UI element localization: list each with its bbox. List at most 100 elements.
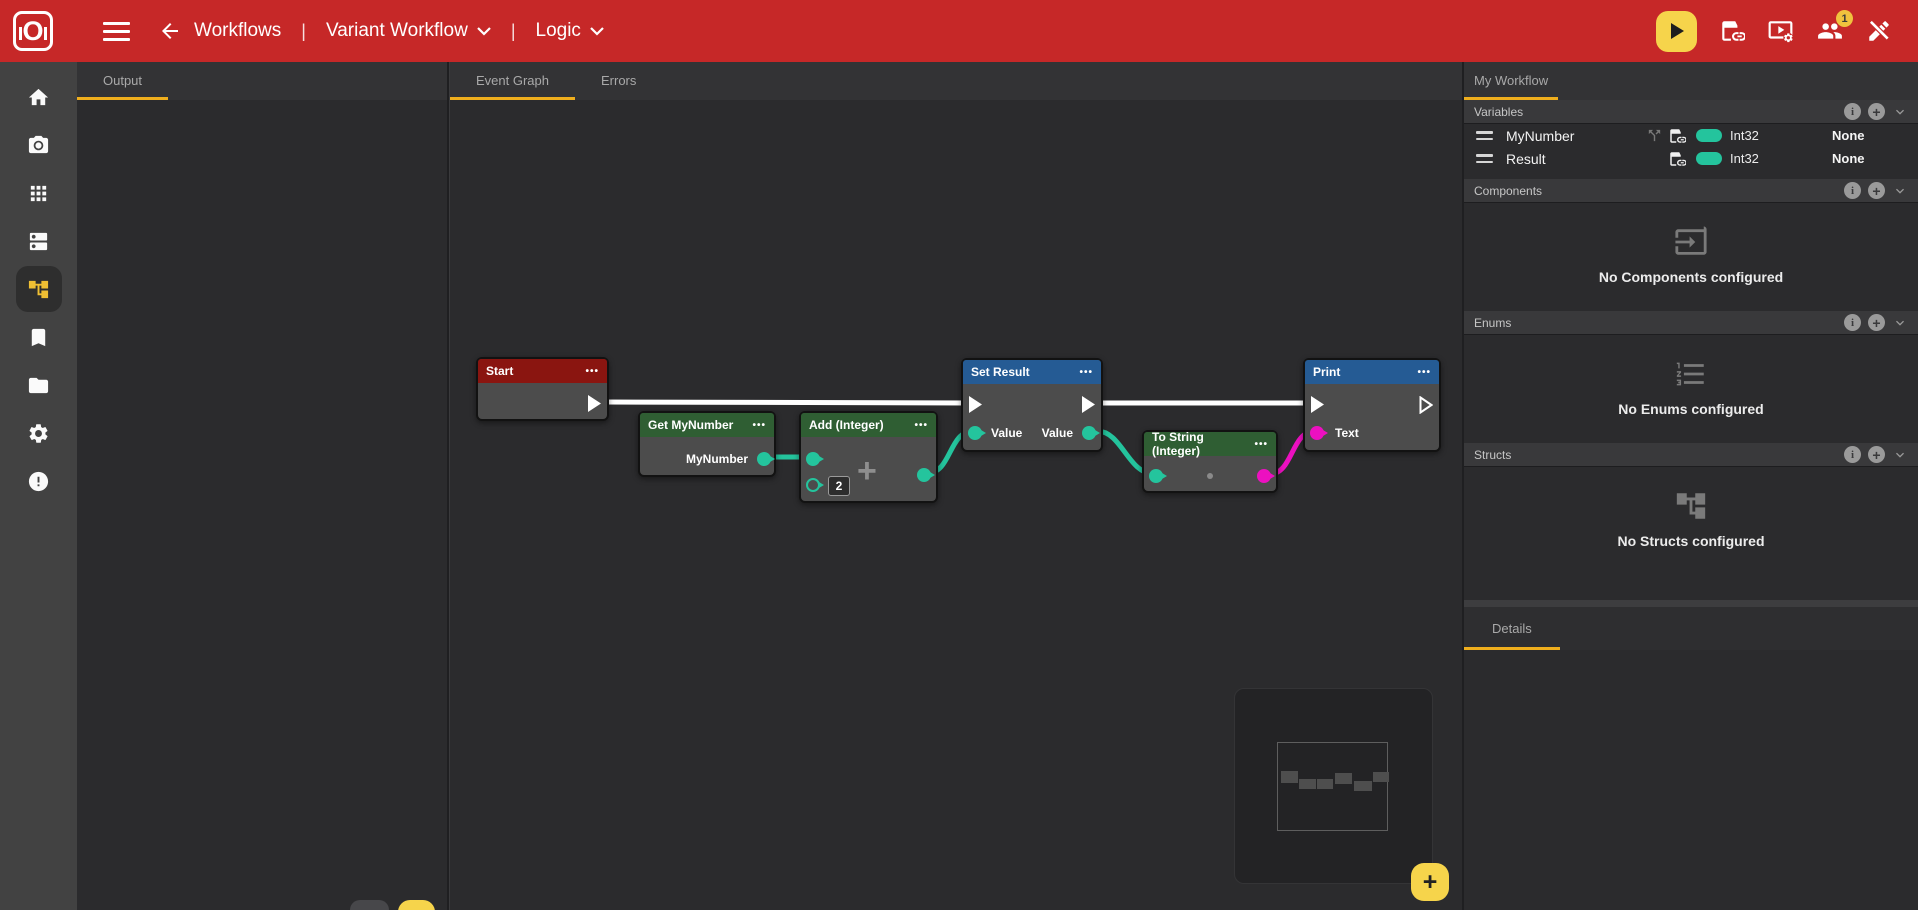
exec-out-pin[interactable] <box>588 395 601 412</box>
structs-add-button[interactable]: + <box>1868 446 1885 463</box>
components-collapse-chevron-icon[interactable] <box>1892 183 1908 199</box>
sidebar-item-home[interactable] <box>16 74 62 120</box>
node-menu-icon[interactable]: ••• <box>1079 366 1093 378</box>
variable-default-value[interactable]: None <box>1832 128 1865 143</box>
scroll-to-bottom-button[interactable] <box>350 900 389 910</box>
node-graph-area[interactable]: Start ••• Get MyNumber ••• MyNumber Add … <box>450 100 1462 910</box>
enums-info-button[interactable]: i <box>1844 314 1861 331</box>
menu-icon[interactable] <box>103 21 130 41</box>
output-port-string[interactable] <box>1257 469 1275 483</box>
bookmark-icon <box>31 328 46 346</box>
structs-label: Structs <box>1474 447 1512 462</box>
variables-collapse-chevron-icon[interactable] <box>1892 104 1908 120</box>
components-info-button[interactable]: i <box>1844 182 1861 199</box>
struct-tree-icon <box>1676 493 1706 519</box>
node-set-result[interactable]: Set Result ••• Value Value <box>961 358 1103 452</box>
breadcrumb-separator-2: | <box>510 20 516 41</box>
node-print[interactable]: Print ••• Text <box>1303 358 1441 452</box>
run-workflow-button[interactable] <box>1656 10 1697 52</box>
variables-add-button[interactable]: + <box>1868 103 1885 120</box>
call-split-icon[interactable] <box>1646 127 1668 144</box>
node-to-string-integer[interactable]: To String (Integer) ••• <box>1142 430 1278 493</box>
graph-name-dropdown[interactable]: Logic <box>536 20 604 42</box>
node-menu-icon[interactable]: ••• <box>1417 366 1431 378</box>
sidebar-item-dns[interactable] <box>16 218 62 264</box>
node-menu-icon[interactable]: ••• <box>585 365 599 377</box>
sidebar-item-files[interactable] <box>16 362 62 408</box>
input-icon <box>1675 226 1707 255</box>
input-port-a[interactable] <box>806 452 824 466</box>
minimap-node <box>1335 773 1352 784</box>
input-port-value[interactable] <box>968 426 986 440</box>
enums-add-button[interactable]: + <box>1868 314 1885 331</box>
node-menu-icon[interactable]: ••• <box>914 419 928 431</box>
input-port-b[interactable] <box>806 478 824 492</box>
variable-default-value[interactable]: None <box>1832 151 1865 166</box>
sidebar-item-workflows[interactable] <box>15 266 62 312</box>
exec-wire-start-to-set <box>604 399 970 406</box>
sidebar-item-apps[interactable] <box>16 170 62 216</box>
components-add-button[interactable]: + <box>1868 182 1885 199</box>
app-logo[interactable]: O <box>13 11 53 51</box>
node-title: Start <box>486 364 514 378</box>
variable-row-mynumber[interactable]: MyNumber Int32 None <box>1464 124 1918 147</box>
minimap[interactable] <box>1234 688 1433 884</box>
exec-out-pin-unconnected[interactable] <box>1419 396 1433 414</box>
edit-off-button[interactable] <box>1866 18 1892 44</box>
exec-in-pin[interactable] <box>1311 396 1324 413</box>
tab-errors[interactable]: Errors <box>601 73 637 88</box>
tab-my-workflow[interactable]: My Workflow <box>1464 62 1559 100</box>
input-port-int[interactable] <box>1149 469 1167 483</box>
sidebar-item-camera[interactable] <box>16 122 62 168</box>
output-panel-tabbar: Output <box>77 62 447 100</box>
node-menu-icon[interactable]: ••• <box>1254 438 1268 450</box>
add-node-button[interactable]: + <box>1411 863 1449 901</box>
right-panel-sections: Variables i + MyNumber <box>1464 100 1918 600</box>
input-port-text[interactable] <box>1310 426 1328 440</box>
minimap-node <box>1373 772 1389 782</box>
home-icon <box>28 88 49 105</box>
save-link-button[interactable] <box>1719 18 1745 44</box>
sidebar-item-errors[interactable] <box>16 458 62 504</box>
variable-name: MyNumber <box>1506 127 1575 144</box>
back-arrow-icon[interactable] <box>158 19 182 43</box>
tab-details[interactable]: Details <box>1464 607 1560 650</box>
input-b-value-field[interactable]: 2 <box>828 476 850 496</box>
components-empty-state: No Components configured <box>1464 203 1918 311</box>
node-title: To String (Integer) <box>1152 430 1204 458</box>
exec-in-pin[interactable] <box>969 396 982 413</box>
workflow-name-dropdown[interactable]: Variant Workflow <box>326 20 491 42</box>
structs-collapse-chevron-icon[interactable] <box>1892 447 1908 463</box>
exec-out-pin[interactable] <box>1082 396 1095 413</box>
node-start[interactable]: Start ••• <box>476 357 609 421</box>
logo-letter: O <box>22 15 44 46</box>
sidebar-item-settings[interactable] <box>16 410 62 456</box>
drag-handle-icon[interactable] <box>1476 154 1506 163</box>
structs-info-button[interactable]: i <box>1844 446 1861 463</box>
node-menu-icon[interactable]: ••• <box>752 419 766 431</box>
save-link-small-icon[interactable] <box>1668 150 1696 168</box>
breadcrumb-workflows[interactable]: Workflows <box>194 20 282 41</box>
variable-row-result[interactable]: Result Int32 None <box>1464 147 1918 170</box>
enums-collapse-chevron-icon[interactable] <box>1892 315 1908 331</box>
sidebar-item-bookmarks[interactable] <box>16 314 62 360</box>
save-link-small-icon[interactable] <box>1668 127 1696 145</box>
output-port-value[interactable] <box>1082 426 1100 440</box>
preview-settings-button[interactable] <box>1767 18 1794 44</box>
breadcrumb-separator: | <box>301 20 306 41</box>
output-port-int[interactable] <box>757 452 775 466</box>
clear-output-button[interactable] <box>398 900 435 910</box>
variable-type: Int32 <box>1730 151 1759 166</box>
output-port-sum[interactable] <box>917 468 935 482</box>
top-bar: O Workflows | Variant Workflow | Logic <box>0 0 1918 62</box>
details-panel: Details <box>1464 607 1918 910</box>
tab-output[interactable]: Output <box>77 62 169 100</box>
minimap-viewport[interactable] <box>1277 742 1388 831</box>
minimap-node <box>1299 779 1316 789</box>
drag-handle-icon[interactable] <box>1476 131 1506 140</box>
tab-event-graph[interactable]: Event Graph <box>450 62 575 100</box>
variables-info-button[interactable]: i <box>1844 103 1861 120</box>
node-add-integer[interactable]: Add (Integer) ••• 2 + <box>799 411 938 503</box>
collaborators-button[interactable]: 1 <box>1816 10 1853 44</box>
node-get-mynumber[interactable]: Get MyNumber ••• MyNumber <box>638 411 776 477</box>
